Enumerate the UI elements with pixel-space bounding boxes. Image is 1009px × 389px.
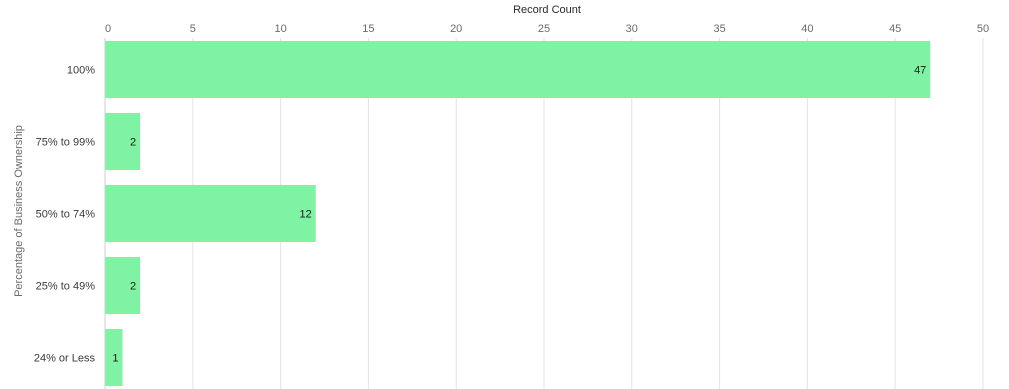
x-tick-label: 50 xyxy=(977,23,989,35)
bar-value-label: 2 xyxy=(130,137,136,149)
bar-1[interactable] xyxy=(105,113,141,170)
x-tick-label: 20 xyxy=(450,23,462,35)
category-label: 25% to 49% xyxy=(36,281,96,293)
category-label: 24% or Less xyxy=(34,353,96,365)
x-tick-label: 10 xyxy=(274,23,286,35)
bars: 47 2 12 2 1 xyxy=(105,41,931,386)
bar-3[interactable] xyxy=(105,257,141,314)
category-label: 100% xyxy=(67,65,95,77)
bar-4[interactable] xyxy=(105,329,123,386)
bar-value-label: 1 xyxy=(112,353,118,365)
x-axis-ticks: 0 5 10 15 20 25 30 35 40 45 50 xyxy=(105,23,989,35)
x-tick-label: 15 xyxy=(362,23,374,35)
category-label: 50% to 74% xyxy=(36,209,96,221)
x-tick-label: 5 xyxy=(190,23,196,35)
y-axis-categories: 100% 75% to 99% 50% to 74% 25% to 49% 24% or… xyxy=(34,65,96,365)
y-axis-title: Percentage of Business Ownership xyxy=(13,125,25,297)
bar-2[interactable] xyxy=(105,185,316,242)
bar-value-label: 2 xyxy=(130,281,136,293)
x-tick-label: 0 xyxy=(105,23,111,35)
x-axis-title: Record Count xyxy=(513,4,581,16)
bar-0[interactable] xyxy=(105,41,931,98)
category-label: 75% to 99% xyxy=(36,137,96,149)
x-tick-label: 35 xyxy=(713,23,725,35)
bar-value-label: 47 xyxy=(914,65,926,77)
x-tick-label: 40 xyxy=(801,23,813,35)
x-tick-label: 30 xyxy=(626,23,638,35)
x-tick-label: 45 xyxy=(889,23,901,35)
bar-value-label: 12 xyxy=(299,209,311,221)
x-tick-label: 25 xyxy=(538,23,550,35)
